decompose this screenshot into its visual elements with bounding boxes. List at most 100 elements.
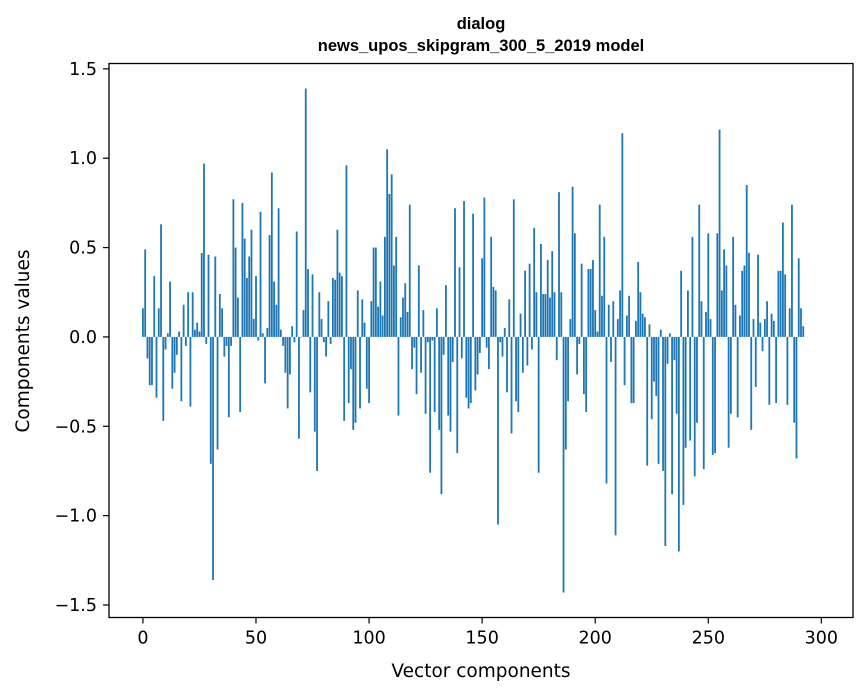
bar (761, 336, 764, 352)
bar (282, 336, 285, 346)
bar (682, 336, 685, 505)
bar (655, 336, 658, 396)
bar (784, 274, 787, 337)
bar (295, 231, 298, 337)
bar (160, 224, 162, 337)
bar (438, 336, 441, 430)
bar (341, 276, 343, 337)
bar (788, 308, 791, 337)
bar (535, 292, 538, 337)
bar (456, 336, 459, 454)
y-tick-label: −1.5 (55, 596, 98, 616)
bar (542, 294, 545, 337)
bar (628, 295, 631, 337)
bar (797, 258, 800, 337)
bar (729, 336, 732, 414)
bar (476, 336, 479, 375)
bar (447, 336, 450, 416)
bar (503, 327, 506, 337)
bar (329, 336, 332, 345)
bar (420, 336, 422, 373)
bar (212, 336, 214, 580)
bar (677, 336, 680, 552)
bar (494, 290, 497, 337)
bar (687, 290, 689, 337)
bar (463, 201, 465, 337)
x-axis: 0 50 100 150 200 250 300 (137, 617, 838, 649)
bar (589, 269, 592, 337)
bar (203, 163, 205, 337)
bar (298, 336, 300, 439)
bar (671, 336, 673, 495)
bar (540, 244, 542, 337)
bar (322, 336, 325, 343)
bar (191, 292, 194, 337)
bar (768, 336, 771, 405)
bar (148, 336, 151, 386)
bar (576, 336, 579, 375)
bar (621, 133, 624, 337)
bar (521, 336, 524, 373)
bar (390, 174, 393, 337)
bar (180, 336, 183, 402)
bar (404, 283, 407, 337)
bar (227, 336, 230, 418)
bar (372, 247, 375, 337)
bar (273, 281, 275, 337)
y-tick-label: 1.5 (69, 60, 97, 80)
bar (230, 336, 233, 346)
bar (781, 222, 784, 337)
bar (481, 258, 484, 337)
bar (723, 249, 726, 337)
bar (171, 336, 174, 389)
bar (501, 336, 504, 357)
bar (347, 336, 350, 404)
bar (309, 336, 312, 393)
bar (492, 286, 495, 337)
bar (673, 336, 676, 361)
bar (488, 336, 490, 370)
bar (431, 336, 434, 341)
bar (711, 336, 714, 455)
x-tick-label: 100 (352, 629, 385, 649)
bar (397, 336, 400, 416)
bar (800, 308, 802, 337)
bar (607, 304, 610, 337)
bar (549, 297, 551, 337)
bar (727, 336, 730, 448)
bar (465, 336, 468, 398)
bar (644, 317, 646, 337)
y-tick-label: −1.0 (55, 507, 98, 527)
bar (424, 336, 427, 414)
bar (343, 336, 346, 421)
bar (745, 185, 748, 337)
bar (675, 336, 678, 414)
bar (413, 336, 416, 348)
bar (641, 313, 644, 337)
bar (436, 308, 438, 337)
bar (334, 279, 337, 337)
bar (422, 310, 425, 337)
bar (196, 322, 199, 337)
bar (361, 299, 364, 337)
bar (142, 308, 144, 337)
bar (684, 336, 687, 448)
bar (291, 326, 294, 337)
bar (365, 336, 368, 389)
bar (354, 336, 357, 423)
bar (510, 336, 513, 434)
x-axis-label: Vector components (391, 661, 570, 682)
bar (564, 336, 567, 450)
bar (467, 336, 470, 409)
bar (551, 251, 554, 337)
bar (289, 336, 291, 375)
bar (257, 336, 260, 341)
bar (555, 336, 558, 361)
bar (752, 319, 755, 337)
bar (739, 315, 741, 337)
bar (225, 336, 228, 346)
bar (485, 336, 488, 348)
bar (605, 336, 608, 484)
